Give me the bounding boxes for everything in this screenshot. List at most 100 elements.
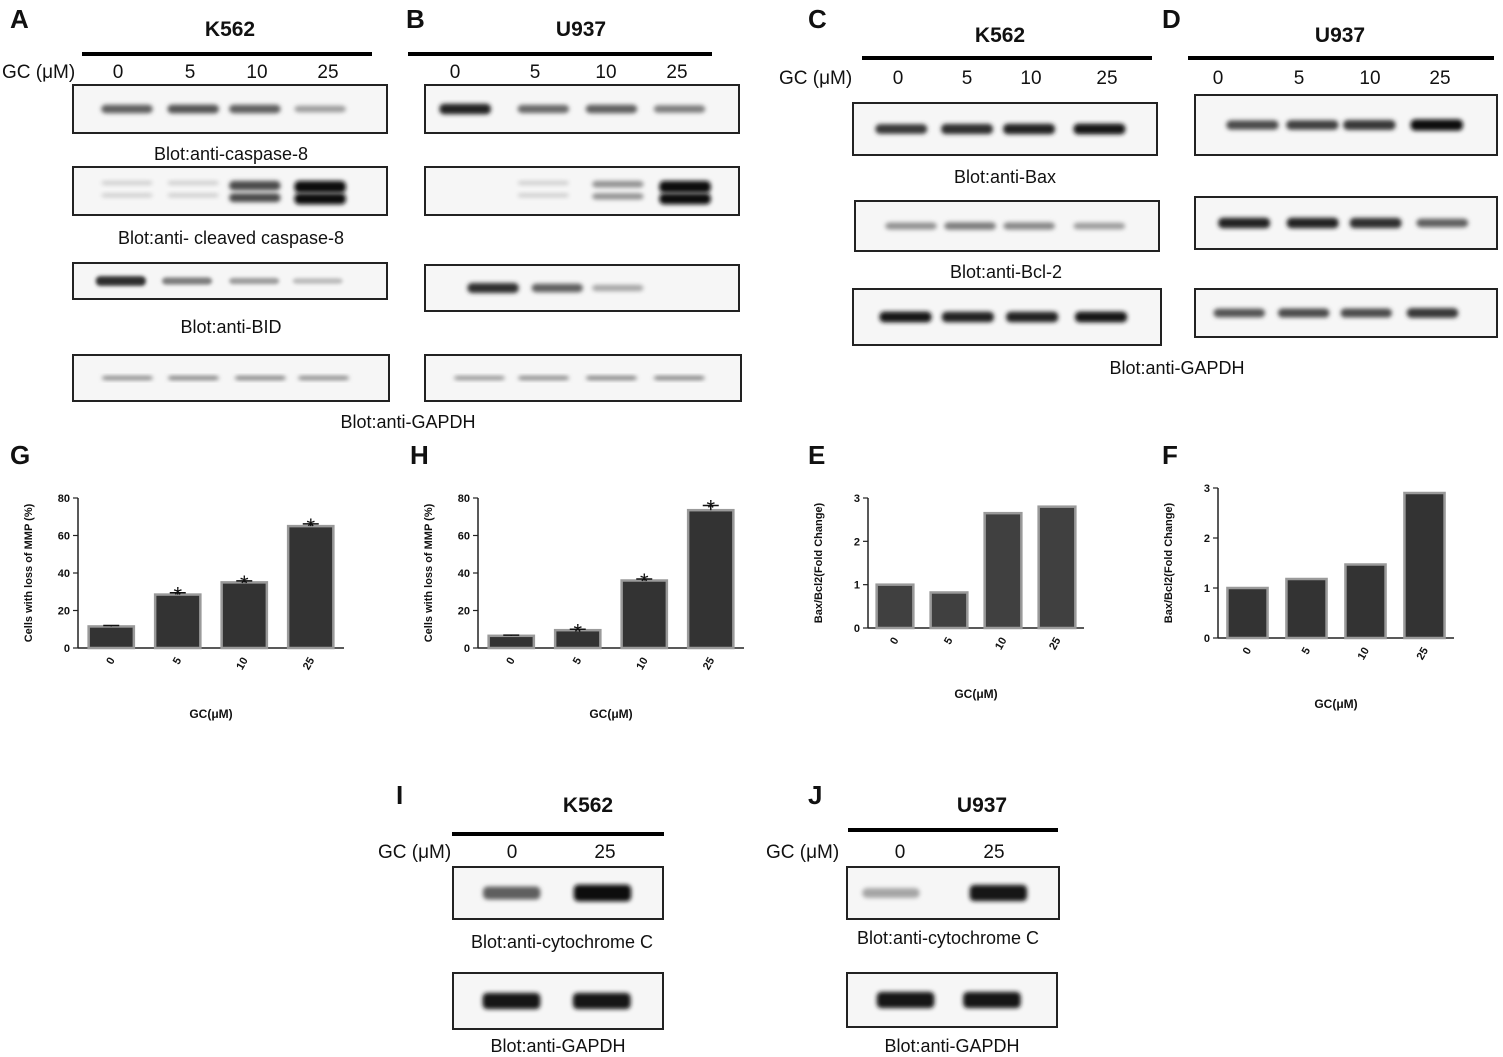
x-tick-label: 5	[942, 636, 955, 647]
dose-label-d: 10	[1359, 68, 1381, 89]
blot-band	[1286, 120, 1339, 130]
x-tick-label: 10	[993, 636, 1010, 653]
y-tick-label: 0	[64, 643, 70, 655]
gc-label-j: GC (μM)	[766, 842, 840, 863]
x-tick-label: 0	[104, 656, 117, 667]
dose-label-c: 25	[1096, 68, 1118, 89]
y-tick-label: 60	[458, 531, 470, 543]
blot-band	[944, 222, 996, 230]
y-tick-label: 80	[58, 493, 70, 505]
significance-marker: *	[706, 496, 715, 521]
x-tick-label: 25	[1415, 646, 1432, 663]
blot-band	[167, 376, 220, 380]
blot-band	[585, 376, 638, 380]
blot-band	[572, 992, 631, 1010]
x-tick-label: 5	[1300, 646, 1313, 657]
blot-caption: Blot:anti-cytochrome C	[856, 928, 1040, 948]
blot-band	[95, 276, 146, 286]
significance-marker: *	[573, 619, 582, 644]
dose-label-d: 25	[1429, 68, 1451, 89]
blot-band	[876, 991, 935, 1009]
blot-a-cleaved-caspase8	[72, 166, 388, 216]
blot-band	[517, 180, 570, 185]
blot-band	[294, 105, 346, 113]
header-rule-i	[452, 832, 664, 836]
panel-label-h: H	[410, 440, 429, 470]
blot-a-bid	[72, 262, 388, 300]
header-rule-b	[408, 52, 712, 56]
chart-e: 0 1 2 3 0 5 10 25 GC(μM) Bax/Bcl2(Fold Change)	[813, 493, 1084, 701]
dose-label-j: 0	[894, 842, 906, 863]
bar	[620, 579, 669, 650]
blot-band	[592, 284, 644, 292]
dose-label-d: 0	[1212, 68, 1224, 89]
dose-label-a: 10	[246, 62, 268, 83]
blot-band	[101, 376, 154, 380]
blot-band	[659, 193, 711, 205]
blot-band	[517, 376, 570, 380]
blot-band	[1003, 222, 1055, 230]
blot-band	[483, 886, 541, 900]
bar	[1037, 505, 1077, 630]
significance-marker: *	[240, 571, 249, 596]
gc-label-i: GC (μM)	[378, 842, 452, 863]
panel-label-b: B	[406, 4, 425, 34]
blot-band	[862, 888, 920, 898]
blot-band	[1003, 123, 1055, 135]
blot-band	[162, 277, 213, 285]
blot-i-gapdh	[452, 972, 664, 1030]
blot-band	[1410, 119, 1463, 131]
blot-band	[167, 180, 219, 185]
blot-band	[1226, 120, 1279, 130]
blot-band	[963, 991, 1021, 1009]
blot-caption: Blot:anti-Bax	[953, 167, 1057, 187]
blot-d-bcl2	[1194, 196, 1498, 250]
cell-line-label-j: U937	[956, 794, 1008, 817]
x-tick-label: 10	[1356, 646, 1373, 663]
dose-label-b: 0	[449, 62, 461, 83]
y-tick-label: 20	[458, 606, 470, 618]
blot-band	[1349, 217, 1402, 229]
blot-band	[879, 311, 932, 323]
y-tick-label: 1	[854, 580, 860, 592]
blot-band	[653, 105, 706, 113]
blot-caption: Blot:anti-cytochrome C	[470, 932, 654, 952]
blot-band	[294, 193, 346, 205]
blot-band	[653, 376, 705, 380]
x-tick-label: 0	[888, 636, 901, 647]
x-tick-label: 25	[701, 656, 718, 673]
x-tick-label: 5	[171, 656, 184, 667]
header-rule-j	[848, 828, 1058, 832]
dose-label-b: 5	[529, 62, 541, 83]
x-tick-label: 5	[571, 656, 584, 667]
y-tick-label: 1	[1204, 583, 1210, 595]
dose-label-i: 25	[594, 842, 616, 863]
dose-label-c: 5	[961, 68, 973, 89]
x-tick-label: 25	[301, 656, 318, 673]
blot-band	[969, 884, 1028, 902]
y-tick-label: 3	[1204, 483, 1210, 495]
panel-label-c: C	[808, 4, 827, 34]
blot-c-bax	[852, 102, 1158, 156]
significance-marker: *	[640, 569, 649, 594]
blot-caption: Blot:anti-GAPDH	[1109, 358, 1245, 378]
y-axis-label: Bax/Bcl2(Fold Change)	[1163, 502, 1175, 623]
y-tick-label: 40	[458, 568, 470, 580]
blot-d-gapdh	[1194, 288, 1498, 338]
cell-line-label-a: K562	[204, 18, 256, 41]
dose-label-b: 25	[666, 62, 688, 83]
blot-band	[1213, 308, 1266, 318]
blot-band	[659, 180, 711, 193]
y-tick-label: 0	[1204, 633, 1210, 645]
blot-caption: Blot:anti-BID	[180, 317, 282, 337]
blot-band	[292, 278, 343, 284]
blot-band	[1073, 123, 1126, 135]
blot-band	[234, 376, 286, 380]
blot-band	[167, 193, 219, 198]
blot-band	[573, 884, 632, 902]
blot-b-caspase8	[424, 84, 740, 134]
x-tick-label: 10	[634, 656, 651, 673]
blot-band	[229, 193, 281, 203]
blot-band	[482, 992, 541, 1010]
chart-g: 0 20 40 60 80 0 * 5 * 10 * 25 GC(μM) Cells with loss …	[23, 493, 344, 721]
